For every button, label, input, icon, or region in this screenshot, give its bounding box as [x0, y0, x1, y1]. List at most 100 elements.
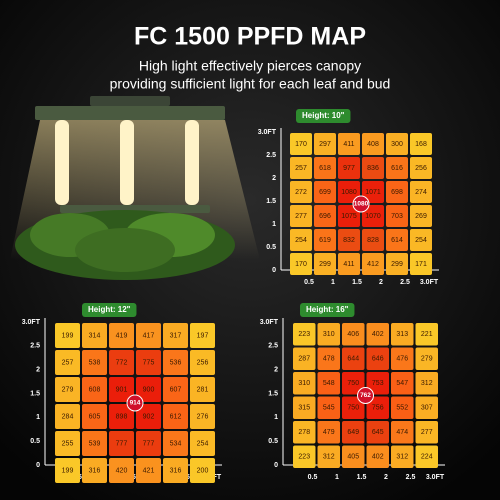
- y-tick-label: 1.5: [266, 198, 276, 205]
- ppfd-value: 256: [197, 359, 209, 366]
- x-tick-label: 1.5: [357, 474, 367, 481]
- ppfd-value: 1075: [341, 213, 357, 220]
- ppfd-value: 272: [295, 189, 307, 196]
- ppfd-cell: [290, 133, 312, 155]
- subtitle: High light effectively pierces canopy: [139, 58, 361, 74]
- ppfd-cell: [338, 253, 360, 275]
- ppfd-value: 412: [367, 261, 379, 268]
- ppfd-value: 756: [372, 405, 384, 412]
- x-tick-label: 0.5: [308, 474, 318, 481]
- ppfd-value: 479: [323, 429, 335, 436]
- ppfd-cell: [317, 323, 340, 346]
- y-tick-label: 0.5: [30, 438, 40, 445]
- ppfd-cell: [362, 133, 384, 155]
- ppfd-value: 408: [367, 141, 379, 148]
- height-label: Height: 16": [306, 305, 349, 314]
- ppfd-value: 287: [298, 356, 310, 363]
- ppfd-cell: [415, 347, 438, 370]
- subtitle: providing sufficient light for each leaf…: [110, 76, 391, 92]
- ppfd-cell: [362, 157, 384, 179]
- ppfd-value: 199: [62, 467, 74, 474]
- ppfd-cell: [136, 377, 161, 402]
- ppfd-cell: [317, 347, 340, 370]
- center-value: 1080: [354, 201, 369, 208]
- ppfd-cell: [293, 421, 316, 444]
- ppfd-cell: [290, 205, 312, 227]
- ppfd-cell: [386, 253, 408, 275]
- y-tick-label: 3.0FT: [258, 129, 277, 136]
- ppfd-cell: [391, 396, 414, 419]
- ppfd-cell: [190, 350, 215, 375]
- x-tick-label: 1.5: [352, 279, 362, 286]
- ppfd-value: 170: [295, 261, 307, 268]
- y-tick-label: 1: [36, 414, 40, 421]
- ppfd-value: 254: [295, 237, 307, 244]
- ppfd-cell: [190, 377, 215, 402]
- ppfd-value: 402: [372, 331, 384, 338]
- ppfd-value: 281: [197, 386, 209, 393]
- ppfd-value: 836: [367, 165, 379, 172]
- ppfd-value: 552: [396, 405, 408, 412]
- ppfd-value: 307: [421, 405, 433, 412]
- ppfd-value: 901: [116, 386, 128, 393]
- ppfd-value: 534: [170, 440, 182, 447]
- ppfd-value: 619: [319, 237, 331, 244]
- ppfd-value: 315: [298, 405, 310, 412]
- ppfd-cell: [338, 181, 360, 203]
- ppfd-value: 405: [347, 454, 359, 461]
- ppfd-cell: [314, 157, 336, 179]
- ppfd-value: 478: [323, 356, 335, 363]
- ppfd-cell: [386, 181, 408, 203]
- y-tick-label: 2.5: [30, 343, 40, 350]
- ppfd-value: 224: [421, 454, 433, 461]
- ppfd-cell: [386, 205, 408, 227]
- ppfd-cell: [55, 323, 80, 348]
- ppfd-value: 548: [323, 380, 335, 387]
- ppfd-value: 474: [396, 429, 408, 436]
- ppfd-cell: [342, 421, 365, 444]
- ppfd-value: 1080: [341, 189, 357, 196]
- height-label: Height: 10": [302, 111, 345, 120]
- ppfd-value: 753: [372, 380, 384, 387]
- ppfd-cell: [82, 404, 107, 429]
- ppfd-cell: [415, 421, 438, 444]
- ppfd-cell: [163, 431, 188, 456]
- center-value: 914: [130, 400, 141, 407]
- y-tick-label: 2: [272, 175, 276, 182]
- ppfd-cell: [136, 350, 161, 375]
- ppfd-cell: [366, 396, 389, 419]
- ppfd-cell: [342, 372, 365, 395]
- ppfd-map: Height: 16" 3.0FT 2.5 2 1.5 1 0.5 0 0.5 1 1.5 2 2.5 3…: [260, 303, 445, 481]
- x-tick-label: 1: [331, 279, 335, 286]
- ppfd-cell: [338, 157, 360, 179]
- ppfd-value: 539: [89, 440, 101, 447]
- ppfd-value: 775: [143, 359, 155, 366]
- ppfd-value: 698: [391, 189, 403, 196]
- ppfd-cell: [190, 404, 215, 429]
- ppfd-value: 402: [372, 454, 384, 461]
- ppfd-value: 317: [170, 332, 182, 339]
- ppfd-value: 420: [116, 467, 128, 474]
- ppfd-cell: [136, 404, 161, 429]
- y-tick-label: 0.5: [266, 244, 276, 251]
- ppfd-cell: [386, 133, 408, 155]
- ppfd-value: 538: [89, 359, 101, 366]
- ppfd-cell: [290, 181, 312, 203]
- x-tick-label: 2.5: [400, 279, 410, 286]
- ppfd-value: 406: [347, 331, 359, 338]
- ppfd-cell: [410, 157, 432, 179]
- y-tick-label: 2.5: [266, 152, 276, 159]
- ppfd-value: 607: [170, 386, 182, 393]
- ppfd-cell: [190, 431, 215, 456]
- ppfd-cell: [366, 421, 389, 444]
- ppfd-value: 200: [197, 467, 209, 474]
- ppfd-cell: [386, 157, 408, 179]
- ppfd-cell: [391, 445, 414, 468]
- height-pill: [82, 303, 137, 317]
- ppfd-value: 277: [421, 429, 433, 436]
- ppfd-cell: [163, 377, 188, 402]
- height-label: Height: 12": [88, 305, 131, 314]
- ppfd-cell: [366, 372, 389, 395]
- ppfd-value: 254: [197, 440, 209, 447]
